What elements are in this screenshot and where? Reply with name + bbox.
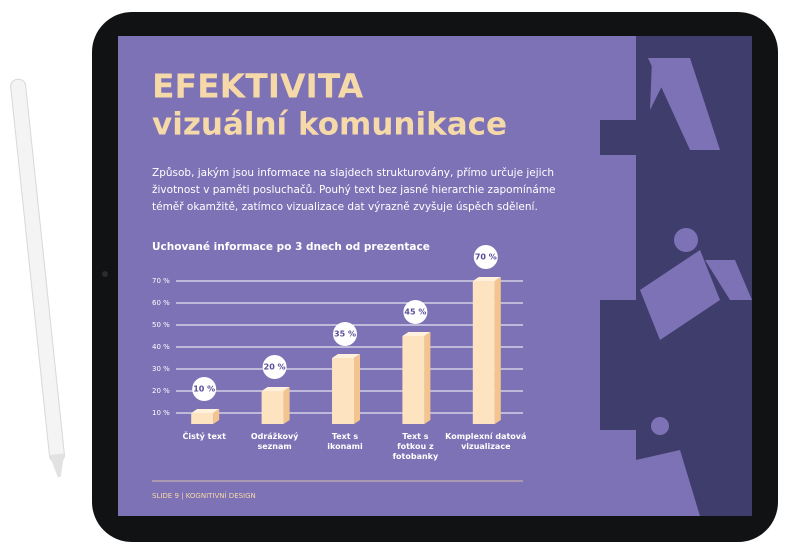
- shape: [674, 228, 698, 252]
- stylus: [10, 78, 65, 478]
- bar: [261, 391, 284, 424]
- stylus-body: [10, 78, 65, 463]
- chart-title: Uchované informace po 3 dnech od prezent…: [152, 241, 430, 253]
- bar-top: [402, 332, 431, 336]
- bar-side: [424, 332, 431, 424]
- bar-side: [354, 354, 360, 424]
- bar-top: [191, 409, 220, 413]
- y-tick-label: 70 %: [152, 277, 170, 285]
- bar: [472, 281, 495, 424]
- y-tick-label: 60 %: [152, 299, 170, 307]
- value-label: 35 %: [334, 330, 356, 339]
- shape: [636, 450, 700, 516]
- footer: SLIDE 9 | KOGNITIVNÍ DESIGN: [152, 491, 256, 500]
- bar-top: [472, 277, 501, 281]
- bar-side: [494, 277, 501, 424]
- shape: [640, 250, 720, 340]
- shape: [705, 260, 752, 300]
- value-label-bubble: [403, 300, 428, 324]
- value-label-bubble: [262, 355, 287, 379]
- x-tick-label: Text s fotkou z fotobanky: [392, 432, 439, 461]
- value-label-bubble: [473, 245, 498, 269]
- x-tick-label: Odrážkový seznam: [250, 432, 299, 451]
- value-label: 45 %: [404, 308, 426, 317]
- shape: [648, 58, 720, 150]
- x-tick-label: Čistý text: [182, 432, 226, 441]
- body-text: téměř okamžitě, zatímco vizualizace dat …: [152, 201, 538, 213]
- y-tick-label: 40 %: [152, 343, 170, 351]
- bar-top: [261, 387, 290, 391]
- value-label: 70 %: [475, 253, 497, 262]
- title: EFEKTIVITA: [152, 67, 364, 106]
- body-text: Způsob, jakým jsou informace na slajdech…: [152, 167, 554, 179]
- x-tick-label: Komplexní datová vizualizace: [445, 432, 527, 451]
- y-tick-label: 50 %: [152, 321, 170, 329]
- stylus-tip: [49, 453, 65, 478]
- value-label: 10 %: [193, 385, 215, 394]
- x-tick-label: Text s ikonami: [327, 432, 363, 451]
- camera: [102, 271, 108, 277]
- bar-side: [283, 387, 290, 424]
- bar: [402, 336, 425, 424]
- bar-side: [213, 409, 220, 424]
- title: vizuální komunikace: [152, 107, 507, 143]
- y-tick-label: 30 %: [152, 365, 170, 373]
- value-label: 20 %: [264, 363, 286, 372]
- body-text: životnost v paměti posluchačů. Pouhý tex…: [152, 184, 556, 196]
- value-label-bubble: [192, 377, 217, 401]
- bar-top: [332, 354, 360, 358]
- y-tick-label: 10 %: [152, 409, 170, 417]
- value-label-bubble: [333, 322, 357, 346]
- shape: [651, 417, 669, 435]
- shape: [650, 60, 675, 110]
- bar: [191, 413, 214, 424]
- y-tick-label: 20 %: [152, 387, 170, 395]
- bar: [332, 358, 354, 424]
